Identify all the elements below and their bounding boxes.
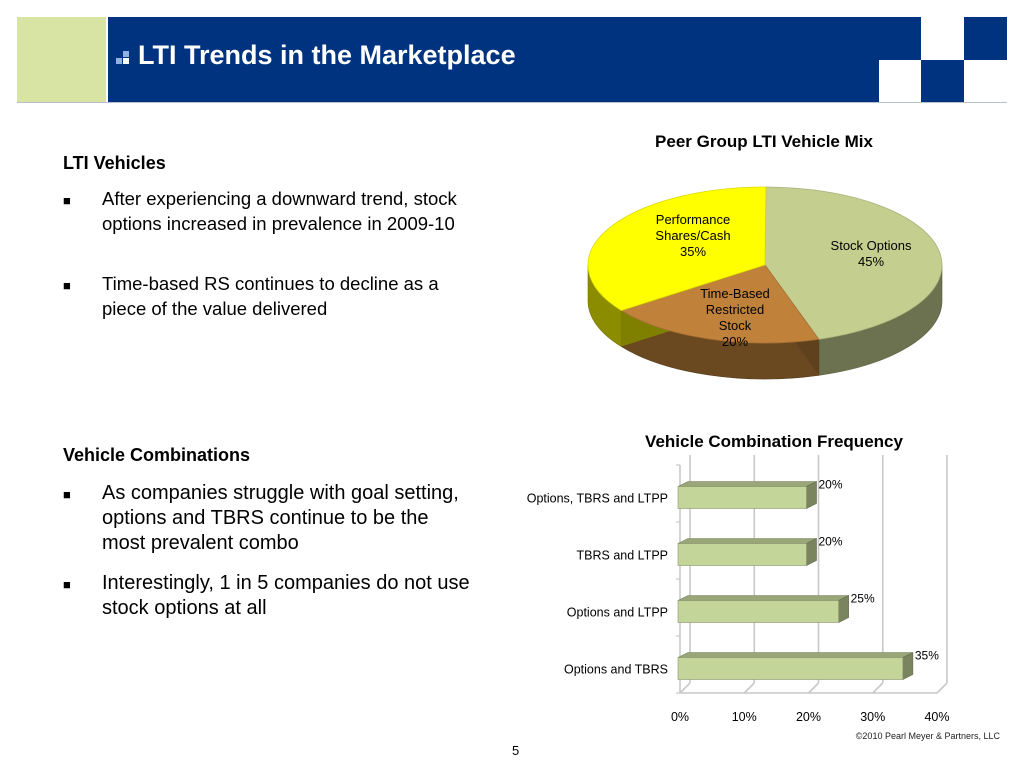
gridline-floor	[936, 682, 948, 694]
bullet-icon: ■	[63, 278, 71, 293]
pie-chart	[587, 186, 943, 380]
pie-label-value: 20%	[721, 334, 749, 349]
bullet-text: After experiencing a downward trend, sto…	[102, 188, 457, 234]
bar	[677, 543, 807, 566]
page-number: 5	[512, 743, 520, 758]
pie-label-value: 35%	[679, 244, 707, 259]
bar-side	[902, 652, 914, 680]
bar-top	[677, 595, 849, 601]
header-rule	[17, 102, 1007, 103]
bar-side	[806, 481, 817, 509]
pie-label-time-based: Time-Based Restricted Stock 20%	[690, 286, 780, 350]
bar-chart: 20% Options, TBRS and LTPP 20% TBRS and LTP…	[527, 455, 950, 724]
bar-value-label: 20%	[819, 535, 843, 549]
bar-side	[806, 538, 817, 566]
bar-chart-title: Vehicle Combination Frequency	[645, 432, 903, 451]
pie-label-value: 45%	[857, 254, 885, 269]
bar-top	[677, 652, 914, 658]
pie-slice	[620, 264, 820, 344]
bullet-icon: ■	[63, 577, 71, 592]
pie-chart-title: Peer Group LTI Vehicle Mix	[655, 132, 873, 151]
x-tick-label: 40%	[924, 710, 949, 724]
bullet-icon: ■	[63, 193, 71, 208]
section-heading-vehicle-combinations: Vehicle Combinations	[63, 445, 251, 465]
pie-label-name: Performance Shares/Cash	[655, 212, 731, 243]
bar-value-label: 20%	[819, 478, 843, 492]
bar-top	[677, 481, 817, 487]
category-label: TBRS and LTPP	[577, 549, 668, 563]
pie-slice	[587, 186, 767, 311]
category-label: Options and LTPP	[567, 606, 668, 620]
pie-label-stock-options: Stock Options 45%	[811, 238, 931, 270]
pie-label-name: Stock Options	[830, 238, 912, 253]
bullet-icon: ■	[63, 487, 71, 502]
gridline-floor	[872, 682, 884, 694]
category-label: Options and TBRS	[564, 663, 668, 677]
x-tick-label: 30%	[860, 710, 885, 724]
bar	[677, 657, 904, 680]
title-bullet-icon	[116, 51, 130, 65]
page-title: LTI Trends in the Marketplace	[138, 40, 516, 70]
gridline-floor	[807, 682, 820, 694]
gridline-floor	[743, 682, 755, 694]
header-band	[17, 17, 1007, 103]
bullet-text: Interestingly, 1 in 5 companies do not u…	[102, 572, 470, 619]
bar-value-label: 25%	[851, 592, 875, 606]
gridline-floor	[679, 682, 691, 694]
pie-label-name: Time-Based Restricted Stock	[700, 286, 770, 333]
bullet-text: Time-based RS continues to decline as a …	[102, 273, 439, 319]
bullet-text: As companies struggle with goal setting,…	[102, 482, 459, 554]
bar	[677, 486, 807, 509]
category-label: Options, TBRS and LTPP	[527, 492, 668, 506]
bar	[677, 600, 839, 623]
x-tick-label: 0%	[671, 710, 689, 724]
x-tick-label: 20%	[796, 710, 821, 724]
bar-side	[838, 595, 849, 623]
pie-slice	[764, 186, 943, 340]
bar-value-label: 35%	[915, 649, 939, 663]
copyright-text: ©2010 Pearl Meyer & Partners, LLC	[855, 731, 1000, 741]
x-tick-label: 10%	[732, 710, 757, 724]
section-heading-lti-vehicles: LTI Vehicles	[63, 153, 166, 173]
header-accent-block	[17, 17, 106, 103]
bar-top	[677, 538, 817, 544]
header-divider	[106, 17, 108, 103]
pie-label-performance: Performance Shares/Cash 35%	[628, 212, 758, 260]
